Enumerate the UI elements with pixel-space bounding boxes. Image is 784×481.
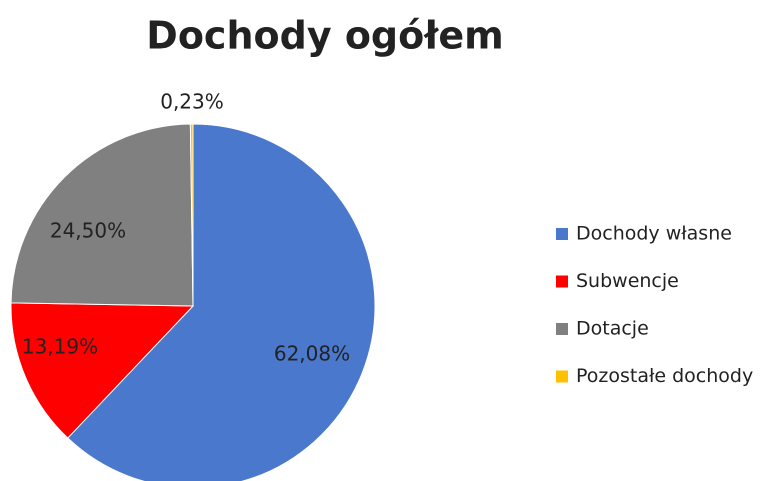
pie-slice (10, 123, 194, 307)
pie-slice (67, 123, 376, 481)
data-label: 13,19% (22, 335, 98, 359)
legend-swatch (556, 275, 568, 288)
legend-swatch (556, 323, 568, 335)
legend-label: Pozostałe dochody (576, 365, 753, 387)
pie-slice (10, 302, 195, 439)
legend-label: Dotacje (576, 318, 649, 340)
legend-swatch (556, 370, 568, 383)
chart-title: Dochody ogółem (146, 14, 503, 58)
data-label: 24,50% (50, 219, 126, 243)
legend-label: Dochody własne (576, 223, 732, 245)
data-label: 62,08% (274, 342, 350, 366)
data-label: 0,23% (160, 90, 224, 114)
legend-swatch (556, 228, 568, 240)
legend-label: Subwencje (576, 270, 679, 292)
pie-slice (189, 123, 194, 307)
